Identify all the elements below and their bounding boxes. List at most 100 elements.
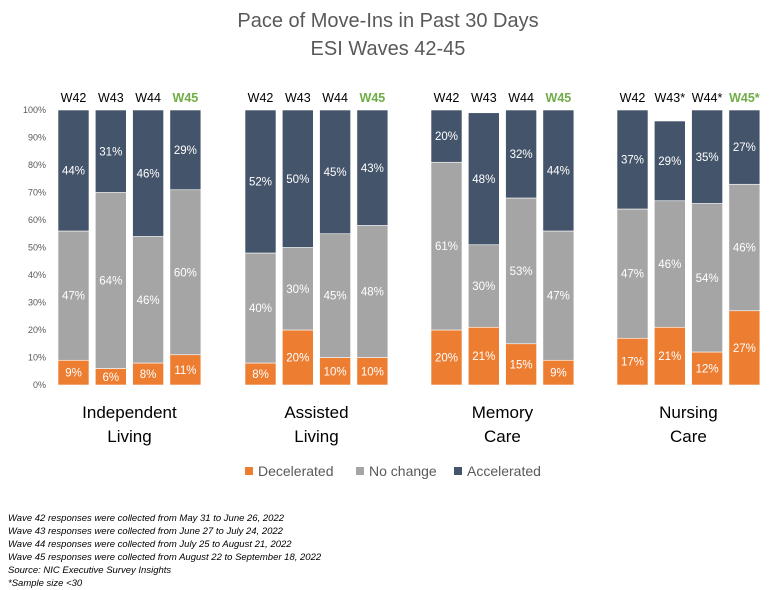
bar-segment-no-change: [653, 200, 686, 328]
data-label: 47%: [621, 269, 644, 281]
legend-label: Decelerated: [258, 463, 334, 479]
wave-label: W43*: [655, 91, 686, 105]
bar-segment-accelerated: [95, 109, 127, 193]
y-tick-label: 90%: [28, 133, 46, 143]
data-label: 45%: [324, 291, 347, 303]
wave-label: W44*: [692, 91, 723, 105]
bar-segment-no-change: [281, 247, 314, 331]
y-tick-label: 80%: [28, 160, 46, 170]
footnote-wave44: Wave 44 responses were collected from Ju…: [8, 539, 292, 550]
y-tick-label: 0%: [33, 380, 46, 390]
data-label: 10%: [361, 366, 384, 378]
y-tick-label: 40%: [28, 270, 46, 280]
bar-segment-decelerated: [653, 326, 686, 386]
bar-segment-decelerated: [57, 359, 90, 386]
group-label: Care: [670, 427, 707, 446]
legend-swatch: [454, 467, 462, 475]
data-label: 20%: [435, 131, 458, 143]
bar-group: W42 8% 40% 52% W43 20% 30% 50% W44 10% 45% 45% W45 10…: [244, 91, 389, 446]
wave-label: W43: [98, 91, 124, 105]
y-axis: 0% 10% 20% 30% 40% 50% 60% 70% 80% 90% 100%: [23, 105, 46, 390]
wave-label: W44: [135, 91, 161, 105]
y-tick-label: 20%: [28, 325, 46, 335]
bar-segment-accelerated: [653, 120, 686, 202]
bar-segment-accelerated: [691, 109, 723, 204]
chart-subtitle: ESI Waves 42-45: [311, 38, 466, 60]
data-label: 64%: [99, 276, 122, 288]
bar-segment-accelerated: [169, 109, 202, 191]
bar-segment-no-change: [616, 208, 649, 339]
data-label: 35%: [696, 152, 719, 164]
group-label: Independent: [82, 403, 177, 422]
bar-segment-decelerated: [356, 357, 389, 386]
legend-label: Accelerated: [467, 463, 541, 479]
bar-segment-decelerated: [691, 351, 723, 386]
legend-label: No change: [369, 463, 437, 479]
bar-segment-decelerated: [467, 326, 500, 386]
wave-label: W42: [620, 91, 646, 105]
wave-label: W45: [173, 91, 199, 105]
bar-segment-accelerated: [281, 109, 314, 248]
data-label: 20%: [435, 353, 458, 365]
data-label: 29%: [658, 156, 681, 168]
group-label: Living: [294, 427, 338, 446]
data-label: 30%: [472, 281, 495, 293]
footnotes: Wave 42 responses were collected from Ma…: [8, 512, 768, 590]
data-label: 12%: [696, 364, 719, 376]
footnote-wave43: Wave 43 responses were collected from Ju…: [8, 526, 283, 537]
data-label: 46%: [733, 243, 756, 255]
wave-label: W45: [546, 91, 572, 105]
data-label: 31%: [99, 146, 122, 158]
wave-label: W44: [322, 91, 348, 105]
bar-segment-no-change: [169, 189, 202, 356]
data-label: 50%: [286, 174, 309, 186]
bar-segment-no-change: [356, 225, 389, 358]
bar-group: W42 20% 61% 20% W43 21% 30% 48% W44 15% 53% 32% W45 9…: [430, 91, 575, 446]
data-label: 61%: [435, 241, 458, 253]
data-label: 52%: [249, 177, 272, 189]
wave-label: W42: [61, 91, 87, 105]
bar-segment-decelerated: [505, 343, 537, 386]
bar-segment-accelerated: [728, 109, 761, 185]
data-label: 45%: [324, 167, 347, 179]
wave-label: W44: [508, 91, 534, 105]
data-label: 60%: [174, 267, 197, 279]
footnote-wave42: Wave 42 responses were collected from Ma…: [8, 513, 285, 524]
data-label: 46%: [137, 168, 160, 180]
bar-segment-accelerated: [505, 109, 537, 199]
group-label: Care: [484, 427, 521, 446]
data-label: 9%: [65, 368, 82, 380]
data-label: 9%: [550, 368, 567, 380]
bar-segment-decelerated: [281, 329, 314, 386]
data-label: 11%: [174, 365, 196, 377]
bar-segment-no-change: [505, 197, 537, 345]
stacked-bar-chart: Pace of Move-Ins in Past 30 Days ESI Wav…: [23, 10, 761, 479]
bars-area: W42 9% 47% 44% W43 6% 64% 31% W44 8% 46% 46% W45 11% 6…: [57, 91, 761, 446]
bar-segment-accelerated: [467, 112, 500, 246]
bar-segment-decelerated: [430, 329, 463, 386]
bar-segment-decelerated: [616, 337, 649, 386]
data-label: 17%: [621, 357, 644, 369]
data-label: 47%: [547, 291, 570, 303]
data-label: 48%: [472, 174, 495, 186]
bar-segment-accelerated: [319, 109, 351, 235]
data-label: 27%: [733, 343, 756, 355]
y-tick-label: 70%: [28, 188, 46, 198]
footnote-source: Source: NIC Executive Survey Insights: [8, 565, 172, 576]
data-label: 21%: [472, 351, 495, 363]
bar-segment-no-change: [728, 183, 761, 312]
wave-label: W45*: [729, 91, 760, 105]
bar-segment-accelerated: [616, 109, 649, 210]
data-label: 40%: [249, 303, 272, 315]
bar-segment-accelerated: [244, 109, 277, 254]
data-label: 32%: [510, 149, 533, 161]
y-tick-label: 10%: [28, 353, 46, 363]
wave-label: W42: [248, 91, 274, 105]
footnote-sample-size: *Sample size <30: [8, 578, 83, 589]
group-label: Assisted: [284, 403, 348, 422]
data-label: 27%: [733, 142, 756, 154]
legend-item: No change: [356, 463, 437, 479]
data-label: 54%: [696, 273, 719, 285]
y-tick-label: 100%: [23, 105, 46, 115]
legend-item: Decelerated: [245, 463, 334, 479]
